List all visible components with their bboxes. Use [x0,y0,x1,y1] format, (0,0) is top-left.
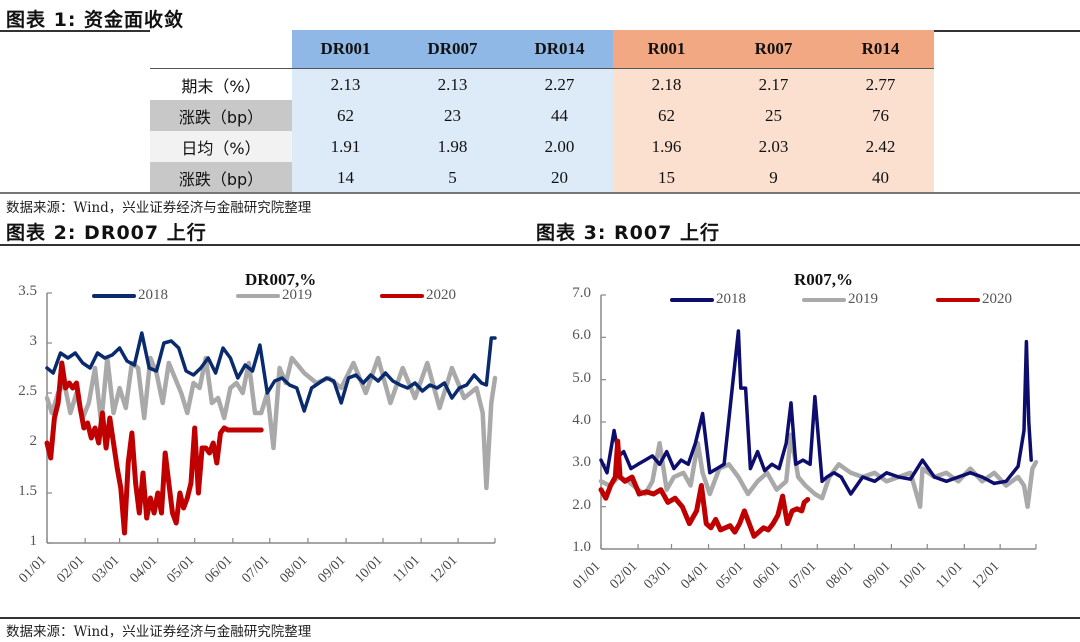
col-header: DR001 [292,30,399,69]
y-tick-label: 3.0 [572,454,591,471]
series-line-2018 [599,329,1033,496]
series-line-2019 [44,355,498,491]
col-header: DR014 [506,30,613,69]
y-tick-label: 6.0 [572,327,591,344]
table-cell: 5 [399,162,506,193]
table-cell: 1.91 [292,131,399,162]
series-line-2020 [598,438,811,539]
row-label: 涨跌（bp） [150,162,292,193]
legend-item-2019: 2019 [236,287,312,304]
series-line-2019 [598,432,1039,509]
legend-label: 2018 [138,287,168,303]
footer-source: 数据来源：Wind，兴业证券经济与金融研究院整理 [6,624,312,640]
r007-plot [598,294,1039,550]
table-cell: 2.03 [720,131,827,162]
col-header: R014 [827,30,934,69]
footer-rule [0,617,1080,619]
table-cell: 2.77 [827,68,934,100]
table-cell: 62 [613,100,720,131]
table-cell: 2.17 [720,68,827,100]
table-header-row: DR001 DR007 DR014 R001 R007 R014 [150,30,934,69]
series-line-2020 [44,360,264,536]
legend-swatch-2018 [92,293,136,298]
table-cell: 14 [292,162,399,193]
legend-swatch-2020 [380,293,424,298]
legend-label: 2020 [426,287,456,303]
table-cell: 1.96 [613,131,720,162]
figure1-title: 图表 1: 资金面收敛 [6,9,185,31]
legend-item-2018: 2018 [670,291,746,308]
table-cell: 20 [506,162,613,193]
table-cell: 2.13 [292,68,399,100]
row-label: 期末（%） [150,68,292,100]
table-cell: 9 [720,162,827,193]
table-row: 涨跌（bp） 14 5 20 15 9 40 [150,162,934,193]
figure1-bottom-rule [0,192,1080,194]
table-cell: 25 [720,100,827,131]
y-tick-label: 3 [29,333,38,349]
y-tick-label: 1.5 [18,483,37,499]
legend-item-2020: 2020 [380,287,456,304]
table-cell: 44 [506,100,613,131]
table-row: 期末（%） 2.13 2.13 2.27 2.18 2.17 2.77 [150,68,934,100]
chart-title: DR007,% [245,270,317,289]
table-row: 涨跌（bp） 62 23 44 62 25 76 [150,100,934,131]
funding-table: DR001 DR007 DR014 R001 R007 R014 期末（%） 2… [150,30,934,193]
legend-label: 2018 [716,291,746,307]
y-tick-label: 2.0 [572,496,591,513]
legend-swatch-2018 [670,297,714,302]
table-corner [150,30,292,69]
y-tick-label: 4.0 [572,412,591,428]
y-tick-label: 7.0 [572,285,591,301]
table-cell: 1.98 [399,131,506,162]
col-header: R007 [720,30,827,69]
table-cell: 76 [827,100,934,131]
legend-label: 2019 [848,291,878,307]
table-cell: 23 [399,100,506,131]
figure23-top-rule [0,244,1080,246]
row-label: 涨跌（bp） [150,100,292,131]
y-tick-label: 1 [29,533,38,549]
y-tick-label: 2 [29,433,38,449]
col-header: DR007 [399,30,506,69]
table-cell: 2.13 [399,68,506,100]
y-tick-label: 5.0 [572,369,591,386]
table-cell: 62 [292,100,399,131]
y-tick-label: 3.5 [18,283,37,299]
table-cell: 2.27 [506,68,613,100]
row-label: 日均（%） [150,131,292,162]
table-cell: 40 [827,162,934,193]
y-tick-label: 1.0 [572,539,591,555]
legend-label: 2020 [982,291,1012,307]
table-cell: 2.42 [827,131,934,162]
y-tick-label: 2.5 [18,383,37,399]
dr007-plot [44,292,498,544]
series-line-2018 [45,331,497,413]
figure3-title: 图表 3: R007 上行 [536,222,720,244]
table-cell: 2.00 [506,131,613,162]
legend-swatch-2019 [236,293,280,298]
table-cell: 15 [613,162,720,193]
legend-swatch-2019 [802,297,846,302]
table-row: 日均（%） 1.91 1.98 2.00 1.96 2.03 2.42 [150,131,934,162]
chart-title: R007,% [794,270,854,289]
r007-chart: R007,% 2018 2019 2020 1.0 2.0 3.0 4.0 5.0 6.0… [540,250,1080,600]
figure2-title: 图表 2: DR007 上行 [6,222,207,244]
table-cell: 2.18 [613,68,720,100]
col-header: R001 [613,30,720,69]
dr007-chart: DR007,% 2018 2019 2020 1 1.5 2 2.5 3 3.5 01/0… [0,250,520,600]
legend-label: 2019 [282,287,312,303]
legend-item-2019: 2019 [802,291,878,308]
legend-item-2020: 2020 [936,291,1012,308]
figure1-source: 数据来源：Wind，兴业证券经济与金融研究院整理 [6,200,312,216]
legend-item-2018: 2018 [92,287,168,304]
legend-swatch-2020 [936,297,980,302]
